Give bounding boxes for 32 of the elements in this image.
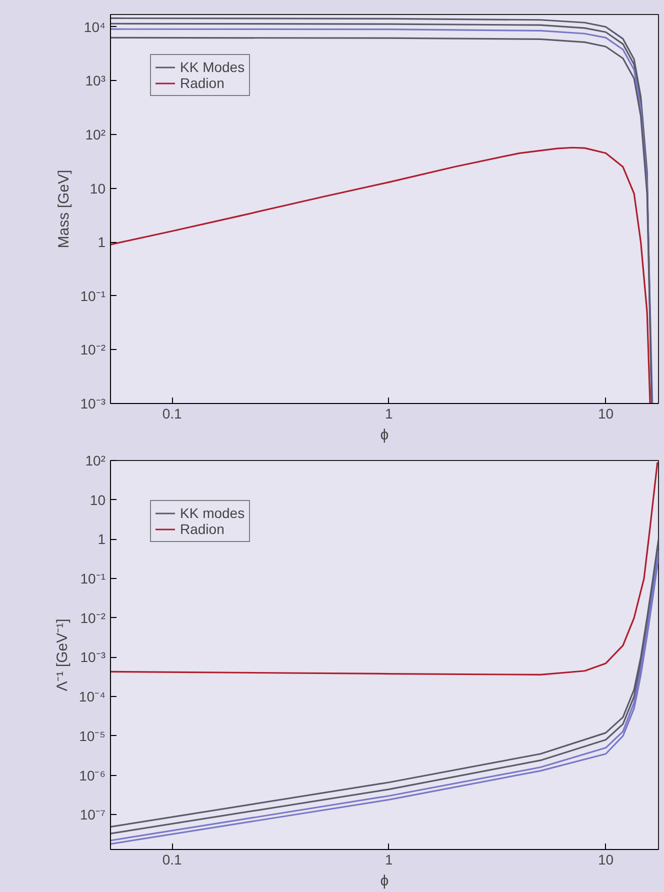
y-tick-label: 1: [98, 531, 106, 548]
x-tick-label: 0.1: [162, 406, 182, 422]
y-tick-label: 10⁻¹: [80, 570, 106, 587]
y-tick-label: 10⁻²: [80, 610, 106, 626]
y-tick-label: 10³: [85, 72, 106, 89]
legend-label: Radion: [180, 75, 224, 91]
y-tick-label: 10⁻³: [80, 396, 106, 412]
y-tick-label: 10: [90, 180, 106, 196]
legend-label: KK modes: [180, 505, 245, 521]
y-tick-label: 10⁻³: [80, 649, 106, 666]
y-axis-title: Mass [GeV]: [55, 170, 72, 248]
y-axis-title: Λ⁻¹ [GeV⁻¹]: [54, 618, 71, 692]
legend-label: KK Modes: [180, 59, 245, 75]
y-tick-label: 10⁻¹: [80, 288, 106, 304]
x-axis-title: ϕ: [380, 872, 389, 890]
y-tick-label: 10²: [85, 126, 106, 142]
y-tick-label: 10: [90, 492, 106, 508]
x-tick-label: 1: [385, 406, 394, 422]
y-tick-label: 1: [98, 234, 106, 250]
y-tick-label: 10²: [85, 452, 106, 468]
x-tick-label: 1: [385, 852, 394, 868]
x-tick-label: 0.1: [162, 852, 182, 868]
legend-label: Radion: [180, 521, 224, 537]
y-tick-label: 10⁴: [84, 18, 106, 35]
x-tick-label: 10: [598, 406, 614, 422]
y-tick-label: 10⁻⁵: [79, 728, 106, 744]
y-tick-label: 10⁻⁷: [80, 806, 106, 823]
x-axis-title: ϕ: [380, 426, 389, 444]
y-tick-label: 10⁻⁴: [78, 688, 106, 705]
y-tick-label: 10⁻²: [80, 342, 106, 358]
y-tick-label: 10⁻⁶: [79, 767, 106, 784]
x-tick-label: 10: [598, 852, 614, 868]
